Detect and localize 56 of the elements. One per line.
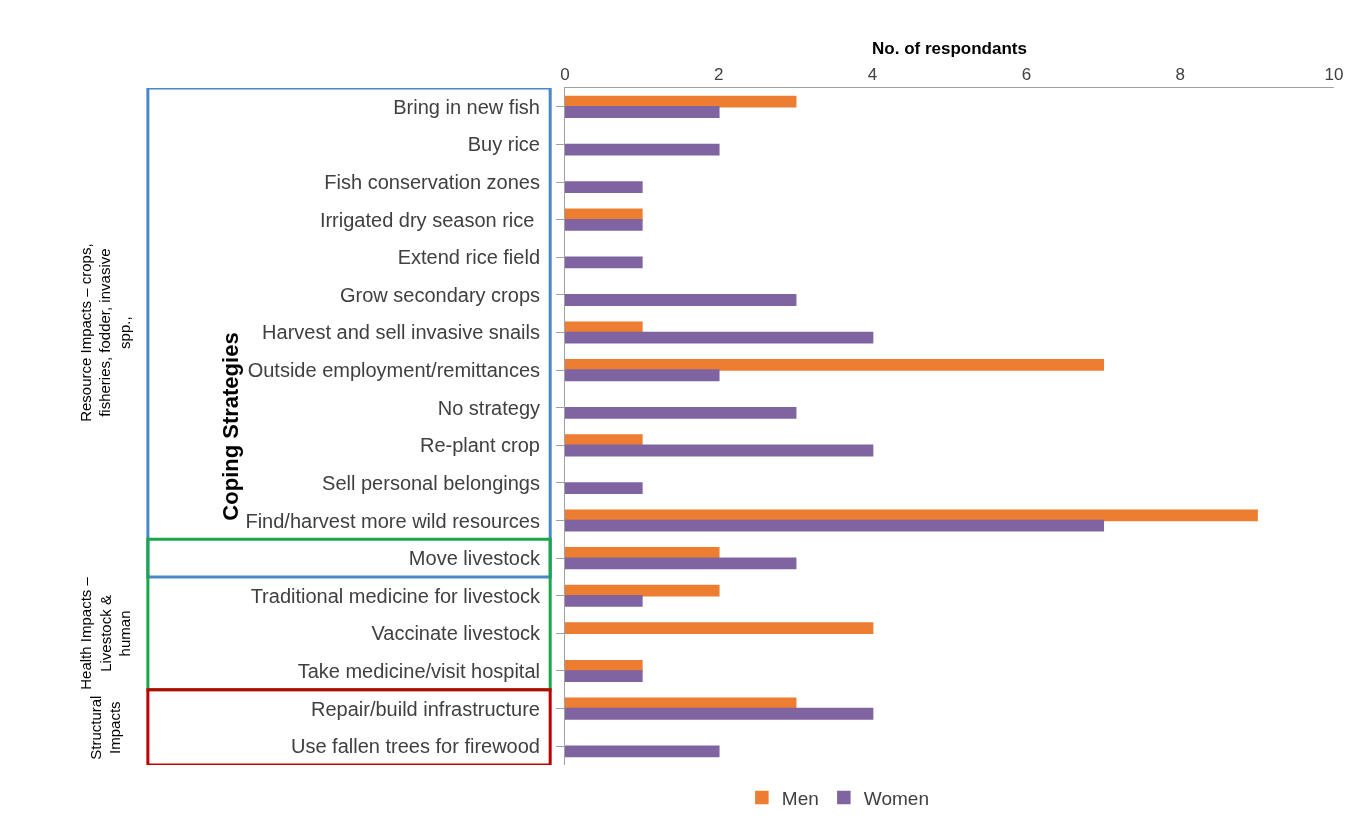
- y-tick-label: Irrigated dry season rice: [319, 208, 540, 231]
- y-tick-label: Outside employment/remittances: [247, 359, 540, 382]
- legend-label: Women: [863, 787, 929, 809]
- bar: [565, 143, 720, 156]
- y-tick-label: No strategy: [437, 396, 540, 419]
- bar: [565, 256, 643, 269]
- bar: [565, 595, 643, 607]
- y-tick-label: Harvest and sell invasive snails: [262, 321, 540, 344]
- bar: [565, 670, 643, 683]
- x-axis-title: No. of respondants: [872, 38, 1027, 58]
- x-tick-label: 0: [560, 65, 570, 85]
- y-tick-label: Take medicine/visit hospital: [297, 659, 540, 682]
- text: Health Impacts – Livestock & human: [77, 576, 134, 690]
- bar: [565, 697, 797, 710]
- legend-label: Men: [781, 787, 819, 809]
- bar: [565, 406, 797, 419]
- bar: [565, 181, 643, 194]
- y-tick-label: Bring in new fish: [393, 95, 540, 118]
- bar: [565, 331, 874, 344]
- bar: [565, 509, 1258, 522]
- x-tick-label: 6: [1021, 65, 1032, 85]
- bar: [565, 358, 1105, 371]
- y-tick-label: Repair/build infrastructure: [311, 697, 540, 720]
- bar: [565, 557, 797, 570]
- bar: [565, 321, 643, 334]
- text: Resource Impacts – crops, fisheries, fodder, invasive spp.,: [76, 243, 133, 422]
- y-tick-label: Move livestock: [408, 547, 541, 570]
- x-tick-label: 2: [714, 65, 724, 85]
- x-tick-label: 8: [1175, 65, 1185, 85]
- bar: [565, 622, 874, 635]
- bar: [565, 519, 1105, 532]
- bar: [565, 95, 797, 108]
- y-tick-label: Use fallen trees for firewood: [290, 735, 540, 758]
- y-tick-label: Find/harvest more wild resources: [245, 509, 540, 532]
- y-tick-label: Grow secondary crops: [339, 283, 540, 306]
- y-tick-label: Traditional medicine for livestock: [250, 584, 541, 607]
- bar: [565, 434, 643, 447]
- bar: [565, 444, 874, 457]
- y-tick-label: Sell personal belongings: [322, 471, 540, 494]
- bar: [565, 482, 643, 495]
- y-tick-label: Fish conservation zones: [324, 171, 540, 194]
- bar: [565, 106, 720, 118]
- x-tick-label: 4: [867, 65, 878, 85]
- text: Structural Impacts: [86, 695, 124, 760]
- y-tick-label: Re-plant crop: [419, 434, 540, 457]
- y-axis-title: Coping Strategies: [218, 332, 244, 521]
- bar: [565, 584, 720, 597]
- bar: [565, 369, 720, 382]
- bar: [565, 745, 720, 758]
- bar: [565, 707, 874, 720]
- bar: [565, 294, 797, 306]
- y-tick-label: Vaccinate livestock: [371, 622, 541, 645]
- y-tick-label: Extend rice field: [397, 246, 540, 269]
- y-tick-label: Buy rice: [467, 133, 540, 156]
- bar: [565, 218, 643, 231]
- x-tick-label: 10: [1324, 65, 1344, 85]
